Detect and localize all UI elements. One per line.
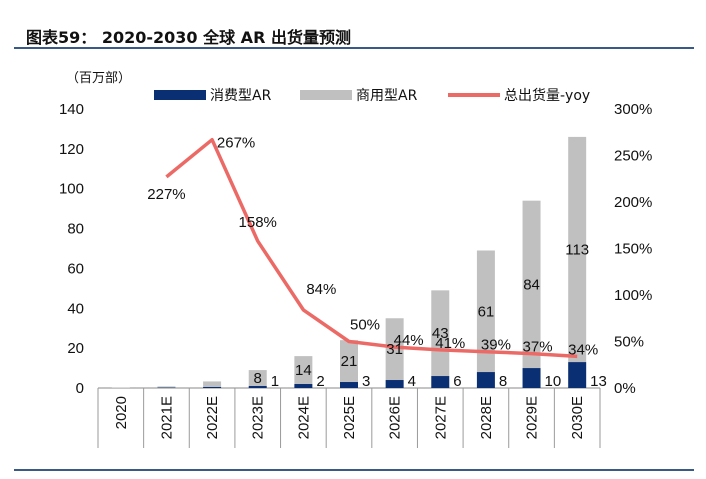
data-label-consumer-ar: 10 <box>545 373 562 390</box>
data-label-commercial-ar: 21 <box>341 353 358 370</box>
bar-consumer-ar <box>385 380 404 388</box>
y-right-tick-label: 250% <box>614 148 652 165</box>
bar-consumer-ar <box>431 376 450 388</box>
data-label-yoy: 158% <box>239 214 277 231</box>
data-label-yoy: 50% <box>350 317 380 334</box>
x-tick-label: 2020 <box>113 396 130 429</box>
data-label-consumer-ar: 2 <box>316 373 324 390</box>
bar-commercial-ar <box>203 381 222 388</box>
bar-consumer-ar <box>248 386 267 388</box>
bar-commercial-ar <box>522 200 541 369</box>
x-tick-label: 2027E <box>432 396 449 439</box>
data-label-commercial-ar: 84 <box>523 276 540 293</box>
data-label-consumer-ar: 8 <box>499 373 507 390</box>
data-label-yoy: 41% <box>435 335 465 352</box>
y-left-tick-label: 40 <box>67 300 84 317</box>
y-left-tick-label: 100 <box>59 181 84 198</box>
y-axis-unit-label: （百万部） <box>66 71 131 86</box>
y-left-tick-label: 20 <box>67 340 84 357</box>
y-left-tick-label: 140 <box>59 101 84 118</box>
bar-commercial-ar <box>568 136 587 363</box>
bar-consumer-ar <box>476 372 495 388</box>
data-label-consumer-ar: 1 <box>271 373 279 390</box>
bar-consumer-ar <box>294 384 313 388</box>
data-label-commercial-ar: 31 <box>386 341 403 358</box>
legend-label-commercial-ar: 商用型AR <box>356 88 418 104</box>
axes-group: （百万部）0204060801001201400%50%100%150%200%… <box>59 71 652 448</box>
bar-consumer-ar <box>568 362 587 388</box>
bar-consumer-ar <box>203 387 222 388</box>
data-label-consumer-ar: 4 <box>408 373 416 390</box>
data-label-commercial-ar: 113 <box>565 241 589 258</box>
bar-consumer-ar <box>340 382 358 388</box>
x-tick-label: 2029E <box>524 396 541 439</box>
figure-header: 图表59： 2020-2030 全球 AR 出货量预测 <box>14 18 694 52</box>
legend-swatch-consumer-ar <box>154 90 206 100</box>
legend-swatch-commercial-ar <box>300 90 352 100</box>
data-label-consumer-ar: 6 <box>453 373 461 390</box>
data-label-consumer-ar: 13 <box>590 373 607 390</box>
x-tick-label: 2028E <box>478 396 495 439</box>
x-tick-label: 2022E <box>204 396 221 439</box>
data-label-commercial-ar: 61 <box>478 303 495 320</box>
bar-commercial-ar <box>385 318 404 381</box>
bar-commercial-ar <box>340 340 358 383</box>
bottom-rule <box>14 469 694 471</box>
data-label-yoy: 227% <box>147 186 185 203</box>
y-left-tick-label: 120 <box>59 141 84 158</box>
y-left-tick-label: 80 <box>67 221 84 238</box>
data-label-commercial-ar: 14 <box>295 362 312 379</box>
bar-commercial-ar <box>248 370 267 387</box>
bar-commercial-ar <box>157 386 176 388</box>
bar-commercial-ar <box>431 290 450 377</box>
yoy-line-group <box>165 137 578 359</box>
data-label-commercial-ar: 43 <box>432 325 449 342</box>
y-right-tick-label: 50% <box>614 334 644 351</box>
bar-commercial-ar <box>294 356 313 385</box>
y-right-tick-label: 150% <box>614 241 652 258</box>
x-tick-label: 2025E <box>341 396 358 439</box>
data-label-yoy: 44% <box>394 332 424 349</box>
yoy-line <box>165 137 578 359</box>
bar-commercial-ar <box>476 250 495 373</box>
bar-consumer-ar <box>522 368 541 388</box>
data-label-consumer-ar: 3 <box>362 373 370 390</box>
x-tick-label: 2030E <box>569 396 586 439</box>
top-rule <box>14 47 694 49</box>
data-label-commercial-ar: 8 <box>254 370 262 387</box>
x-tick-label: 2023E <box>250 396 267 439</box>
x-tick-label: 2024E <box>295 396 312 439</box>
data-label-yoy: 34% <box>568 341 598 358</box>
legend-label-consumer-ar: 消费型AR <box>210 88 272 104</box>
data-label-yoy: 37% <box>523 339 553 356</box>
figure-title: 图表59： 2020-2030 全球 AR 出货量预测 <box>26 28 351 47</box>
data-label-yoy: 39% <box>481 337 511 354</box>
y-right-tick-label: 100% <box>614 287 652 304</box>
x-tick-label: 2021E <box>158 396 175 439</box>
y-right-tick-label: 0% <box>614 380 636 397</box>
data-label-yoy: 267% <box>217 135 255 152</box>
y-left-tick-label: 0 <box>76 380 84 397</box>
data-labels-group: 8 1142213314436618841011313227%267%158%84… <box>147 135 607 390</box>
legend: 消费型AR 商用型AR 总出货量-yoy <box>154 87 590 104</box>
legend-label-yoy: 总出货量-yoy <box>504 87 590 104</box>
y-right-tick-label: 200% <box>614 194 652 211</box>
data-label-yoy: 84% <box>306 281 336 298</box>
y-left-tick-label: 60 <box>67 260 84 277</box>
y-right-tick-label: 300% <box>614 101 652 118</box>
x-tick-label: 2026E <box>387 396 404 439</box>
bars-group <box>111 136 587 388</box>
